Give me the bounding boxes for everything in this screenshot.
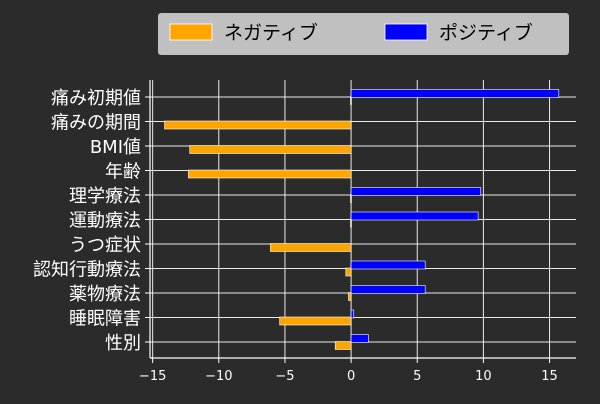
x-tick-label: −10 xyxy=(205,369,232,384)
y-tick-label: 薬物療法 xyxy=(69,284,141,305)
bar-negative xyxy=(334,341,352,350)
bar-positive xyxy=(350,334,369,343)
y-tick-label: 運動療法 xyxy=(69,211,141,232)
x-tick-label: 15 xyxy=(541,369,558,384)
legend-box xyxy=(158,13,569,55)
x-tick-label: −15 xyxy=(139,369,166,384)
bar-positive xyxy=(350,211,479,221)
legend: ネガティブ ポジティブ xyxy=(158,13,569,55)
legend-swatch xyxy=(169,23,213,41)
x-tick-label: −5 xyxy=(275,369,294,384)
bars xyxy=(164,89,560,350)
bar-negative xyxy=(189,145,352,154)
bar-negative xyxy=(164,120,352,130)
legend-label: ポジティブ xyxy=(439,21,533,44)
bar-negative xyxy=(348,292,352,301)
x-tick-label: 10 xyxy=(475,369,492,384)
x-tick-label: 5 xyxy=(413,369,421,384)
y-tick-label: 痛みの期間 xyxy=(51,113,141,134)
y-tick-label: 理学療法 xyxy=(69,186,141,207)
y-tick-label: 性別 xyxy=(105,333,141,354)
bar-positive xyxy=(350,285,426,294)
y-tick-label: うつ症状 xyxy=(69,235,141,256)
y-tick-label: 認知行動療法 xyxy=(33,260,141,281)
bar-positive xyxy=(350,187,482,196)
x-tick-label: 0 xyxy=(347,369,355,384)
y-tick-label: 年齢 xyxy=(105,162,141,183)
bar-negative xyxy=(345,267,352,277)
bar-positive xyxy=(350,260,426,270)
y-tick-label: 睡眠障害 xyxy=(69,309,141,330)
bar-negative xyxy=(188,169,352,179)
bar-positive xyxy=(350,309,355,319)
y-tick-label: BMI値 xyxy=(90,137,141,158)
legend-swatch xyxy=(384,23,428,41)
bar-negative xyxy=(279,316,352,326)
bar-negative xyxy=(270,243,352,252)
y-tick-label: 痛み初期値 xyxy=(51,88,141,109)
bar-positive xyxy=(350,89,560,98)
legend-label: ネガティブ xyxy=(224,21,318,44)
